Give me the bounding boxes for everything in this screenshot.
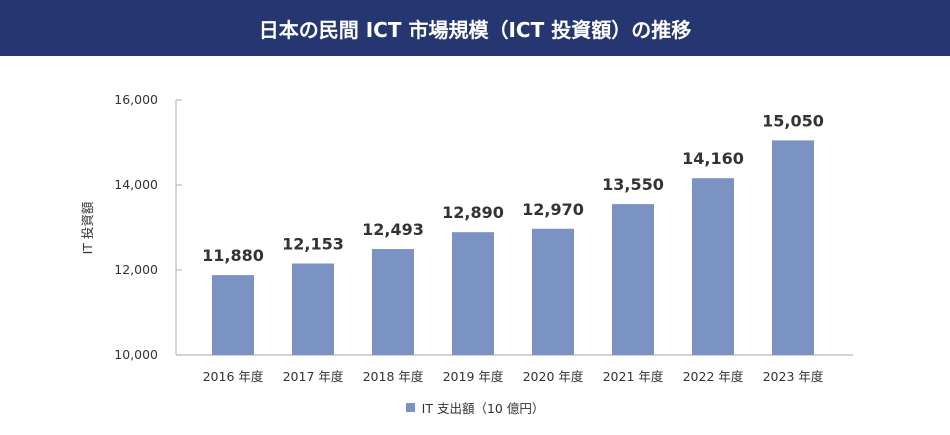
bar [372,249,414,355]
data-label: 15,050 [762,111,824,130]
x-tick-label: 2021 年度 [603,369,664,384]
x-tick-label: 2017 年度 [283,369,344,384]
bar [772,140,814,355]
data-label: 14,160 [682,149,744,168]
x-tick-label: 2022 年度 [683,369,744,384]
chart-title: 日本の民間 ICT 市場規模（ICT 投資額）の推移 [0,0,950,56]
y-tick-label: 16,000 [114,92,158,107]
x-tick-label: 2020 年度 [523,369,584,384]
y-tick-label: 10,000 [114,347,158,362]
legend-label: IT 支出額（10 億円） [421,401,545,416]
y-tick-label: 14,000 [114,177,158,192]
bar [452,232,494,355]
y-tick-label: 12,000 [114,262,158,277]
bar [612,204,654,355]
data-label: 12,970 [522,200,584,219]
legend: IT 支出額（10 億円） [0,398,950,417]
x-tick-label: 2016 年度 [203,369,264,384]
bar [212,275,254,355]
data-label: 13,550 [602,175,664,194]
data-label: 12,153 [282,234,344,253]
x-tick-label: 2023 年度 [763,369,824,384]
y-axis-label: IT 投資額 [80,201,95,254]
legend-swatch [405,403,415,412]
x-tick-label: 2019 年度 [443,369,504,384]
data-label: 12,493 [362,220,424,239]
bar [692,178,734,355]
bar [292,263,334,355]
x-tick-label: 2018 年度 [363,369,424,384]
data-label: 11,880 [202,246,264,265]
bar [532,228,574,355]
data-label: 12,890 [442,203,504,222]
